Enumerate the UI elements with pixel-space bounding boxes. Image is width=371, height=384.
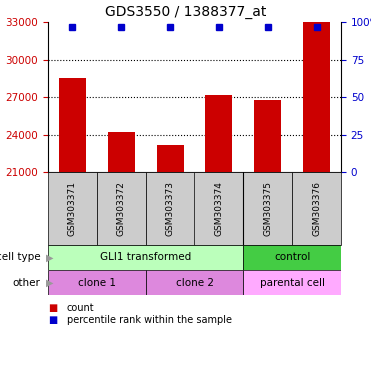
Text: GSM303374: GSM303374 — [214, 181, 223, 236]
Text: GDS3550 / 1388377_at: GDS3550 / 1388377_at — [105, 5, 266, 19]
Text: GSM303376: GSM303376 — [312, 181, 321, 236]
Bar — [243, 270, 341, 295]
Text: ■: ■ — [48, 303, 57, 313]
Text: ■: ■ — [48, 315, 57, 325]
Text: ▶: ▶ — [46, 278, 54, 288]
Text: GSM303375: GSM303375 — [263, 181, 272, 236]
Bar — [243, 245, 341, 270]
Text: GSM303371: GSM303371 — [68, 181, 77, 236]
Bar — [48, 270, 146, 295]
Bar — [48, 245, 243, 270]
Bar — [59, 78, 86, 172]
Bar — [206, 94, 232, 172]
Bar — [48, 172, 97, 245]
Text: cell type: cell type — [0, 253, 40, 263]
Text: clone 2: clone 2 — [175, 278, 213, 288]
Bar — [303, 22, 330, 172]
Bar — [146, 270, 243, 295]
Bar — [108, 132, 135, 172]
Bar — [157, 144, 184, 172]
Text: GSM303372: GSM303372 — [117, 181, 126, 236]
Bar — [255, 99, 281, 172]
Text: GLI1 transformed: GLI1 transformed — [100, 253, 191, 263]
Text: GSM303373: GSM303373 — [165, 181, 175, 236]
Text: count: count — [66, 303, 94, 313]
Text: parental cell: parental cell — [260, 278, 325, 288]
Bar — [292, 172, 341, 245]
Bar — [243, 172, 292, 245]
Bar — [97, 172, 146, 245]
Bar — [194, 172, 243, 245]
Text: other: other — [13, 278, 40, 288]
Text: ▶: ▶ — [46, 253, 54, 263]
Bar — [146, 172, 194, 245]
Text: percentile rank within the sample: percentile rank within the sample — [66, 315, 232, 325]
Text: clone 1: clone 1 — [78, 278, 116, 288]
Text: control: control — [274, 253, 311, 263]
